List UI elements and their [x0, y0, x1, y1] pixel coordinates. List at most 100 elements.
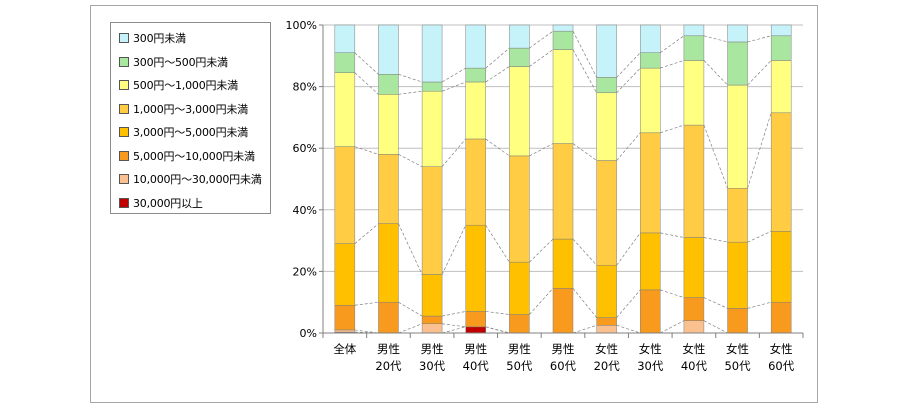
bar-segment [596, 317, 617, 326]
series-connector [485, 47, 510, 69]
series-connector [572, 324, 597, 334]
legend-item: 5,000円～10,000円未満 [119, 147, 255, 165]
x-category-label: 40代 [681, 359, 708, 373]
bar-segment [770, 60, 792, 114]
series-connector [354, 223, 379, 244]
legend-label: 500円～1,000円未満 [133, 79, 238, 92]
bar-segment [552, 49, 574, 144]
series-connector [572, 31, 597, 78]
series-connector [572, 143, 597, 161]
legend-swatch [119, 127, 129, 137]
x-category-label: 女性 [726, 342, 749, 356]
bar-segment [552, 143, 574, 240]
y-tick-label: 80% [293, 81, 317, 94]
series-connector [572, 238, 597, 266]
series-connector [703, 60, 728, 86]
bar-segment [465, 311, 486, 328]
series-connector [441, 225, 467, 275]
series-connector [616, 132, 641, 161]
legend-label: 300円未満 [133, 32, 186, 45]
series-connector [529, 238, 554, 263]
series-connector [529, 30, 554, 49]
x-category-label: 60代 [768, 359, 795, 373]
bar-segment [334, 72, 356, 147]
bar-segment [421, 274, 443, 317]
legend-item: 10,000円～30,000円未満 [119, 170, 262, 188]
bar-segment [727, 24, 748, 43]
bar-segment [509, 155, 530, 263]
bar-segment [378, 301, 399, 334]
series-connector [354, 301, 379, 306]
y-tick-labels: 0% 20% 40% 60% 80% 100% [286, 19, 317, 340]
bar-segment [683, 320, 705, 334]
bar-segment [378, 74, 399, 95]
bar-segment [421, 81, 443, 92]
legend-label: 3,000円～5,000円未満 [133, 126, 248, 139]
bar-segment [334, 52, 356, 73]
bar-segment [334, 329, 356, 333]
series-connector [485, 326, 510, 334]
legend-label: 5,000円～10,000円未満 [133, 149, 255, 163]
series-connector [354, 146, 379, 155]
bar-segment [465, 81, 486, 140]
bar-segment [421, 24, 443, 83]
series-connector [747, 301, 772, 309]
bar-segment [683, 35, 705, 61]
bar-segment [421, 90, 443, 167]
legend-swatch [119, 103, 129, 114]
x-category-label: 50代 [724, 359, 751, 373]
legend-swatch [119, 80, 129, 90]
series-connector [616, 324, 641, 334]
series-connector [441, 67, 466, 83]
bar-segment [770, 112, 792, 232]
series-connector [660, 35, 685, 54]
bar-segment [640, 289, 661, 334]
legend-item: 500円～1,000円未満 [119, 76, 238, 94]
series-connector [398, 73, 423, 83]
bar-segment [465, 326, 486, 334]
legend-swatch [119, 197, 129, 208]
bar-segment [640, 67, 661, 134]
x-category-label: 女性 [639, 342, 662, 356]
bar-segment [334, 243, 356, 306]
bar-segment [727, 241, 748, 309]
bar-segment [334, 146, 356, 244]
x-category-label: 男性 [421, 342, 444, 356]
series-connector [616, 52, 641, 78]
x-category-label: 男性 [464, 342, 487, 356]
series-connector [660, 60, 685, 69]
legend-label: 30,000円以上 [133, 196, 203, 210]
bar-segment [421, 166, 443, 275]
x-category-label: 20代 [375, 359, 402, 373]
legend-swatch [119, 56, 129, 67]
series-connector [441, 81, 466, 92]
series-connector [354, 72, 379, 95]
series-connector [703, 124, 728, 189]
bar-segment [596, 24, 617, 78]
x-category-label: 女性 [682, 342, 705, 356]
x-category-label: 男性 [377, 342, 400, 356]
x-category-label: 女性 [770, 342, 793, 356]
bar-segment [683, 237, 705, 298]
series-connector [616, 289, 641, 318]
axes [319, 24, 804, 338]
legend-item: 1,000円～3,000円未満 [119, 100, 248, 118]
series-connector [703, 297, 728, 309]
series-connector [485, 138, 510, 157]
bar-segment [770, 35, 792, 61]
bar-segment [509, 261, 530, 315]
bar-segment [640, 232, 661, 291]
series-connector [572, 288, 597, 318]
series-connector [747, 60, 772, 86]
series-connector [616, 67, 641, 94]
series-connector [398, 90, 423, 95]
series-connector [529, 288, 554, 315]
bars [334, 24, 792, 334]
series-connector [485, 311, 510, 315]
legend-item: 300円未満 [119, 29, 186, 47]
series-connector [485, 225, 510, 263]
series-connector [398, 301, 423, 317]
x-category-label: 60代 [550, 359, 577, 373]
series-connector [660, 124, 685, 134]
x-category-label: 50代 [506, 359, 533, 373]
